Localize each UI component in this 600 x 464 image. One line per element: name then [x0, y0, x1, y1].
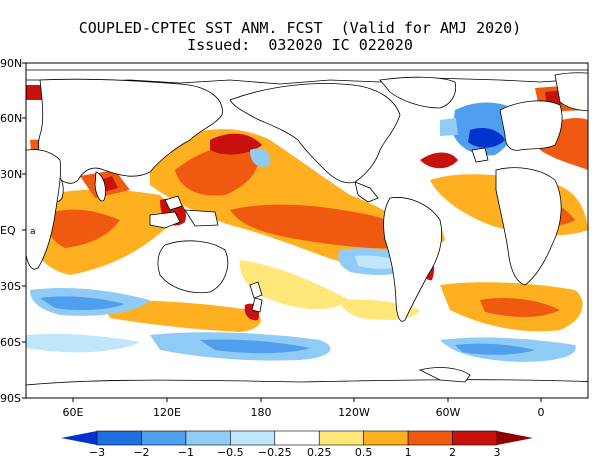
equator-mark: a — [30, 227, 36, 237]
lon-label-120w: 120W — [338, 406, 370, 419]
colorbar-label: 0.25 — [306, 446, 332, 459]
colorbar-label: 1 — [404, 446, 412, 459]
colorbar-label: 2 — [449, 446, 457, 459]
continents — [26, 69, 588, 398]
colorbar-segments — [96, 430, 498, 446]
lon-label-60w: 60W — [435, 406, 461, 419]
axis-ticks — [22, 62, 542, 402]
lon-label-60e: 60E — [62, 406, 84, 419]
colorbar-segment — [318, 430, 364, 446]
lon-label-120e: 120E — [153, 406, 181, 419]
lon-label-180: 180 — [250, 406, 272, 419]
colorbar-low-arrow — [61, 431, 97, 445]
colorbar-segment — [363, 430, 409, 446]
lat-label-90n: 90N — [0, 57, 23, 70]
lat-label-60s: 60S — [0, 336, 21, 349]
colorbar-segment — [407, 430, 453, 446]
lat-label-30s: 30S — [0, 280, 21, 293]
lat-label-60n: 60N — [0, 112, 23, 125]
chart-subtitle: Issued: 032020 IC 022020 — [187, 36, 413, 54]
colorbar-label: −0.25 — [257, 446, 292, 459]
colorbar-label: −0.5 — [216, 446, 244, 459]
colorbar-label: −1 — [177, 446, 194, 459]
lat-label-eq: EQ — [0, 224, 16, 237]
colorbar-segment — [185, 430, 231, 446]
colorbar-label: 0.5 — [354, 446, 373, 459]
lat-label-30n: 30N — [0, 168, 23, 181]
colorbar — [61, 430, 533, 446]
colorbar-label: 3 — [493, 446, 501, 459]
colorbar-segment — [96, 430, 142, 446]
colorbar-segment — [452, 430, 498, 446]
lat-label-90s: 90S — [0, 392, 21, 405]
colorbar-high-arrow — [497, 431, 533, 445]
lon-label-0: 0 — [537, 406, 545, 419]
colorbar-label: −2 — [133, 446, 150, 459]
colorbar-segment — [274, 430, 320, 446]
colorbar-segment — [141, 430, 187, 446]
colorbar-label: −3 — [88, 446, 106, 459]
chart-title: COUPLED-CPTEC SST ANM. FCST (Valid for A… — [78, 19, 522, 37]
colorbar-segment — [230, 430, 276, 446]
